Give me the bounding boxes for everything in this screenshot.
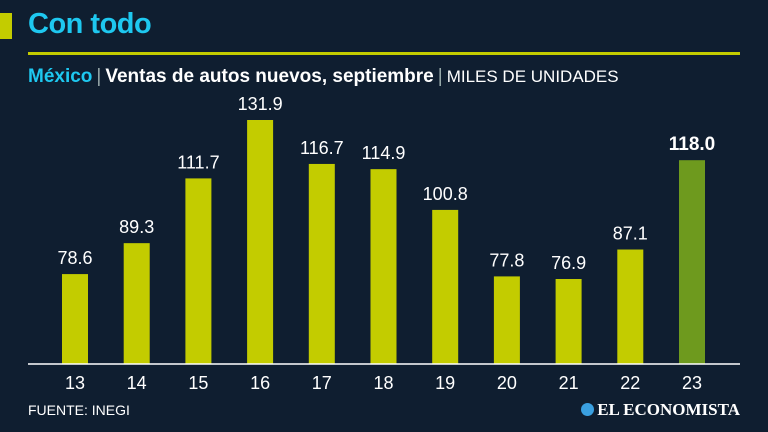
source-note: FUENTE: INEGI bbox=[28, 402, 130, 418]
bar-22 bbox=[617, 249, 644, 364]
title-accent-bar bbox=[0, 13, 12, 39]
data-label-21: 76.9 bbox=[551, 253, 586, 273]
x-tick-19: 19 bbox=[435, 373, 455, 393]
units-label: MILES DE UNIDADES bbox=[446, 67, 619, 86]
bar-23 bbox=[679, 160, 705, 364]
data-label-18: 114.9 bbox=[362, 143, 406, 163]
x-tick-15: 15 bbox=[188, 373, 208, 393]
x-tick-23: 23 bbox=[682, 373, 702, 393]
bar-20 bbox=[493, 276, 520, 364]
x-tick-20: 20 bbox=[497, 373, 517, 393]
data-label-16: 131.9 bbox=[238, 94, 283, 114]
logo-text: EL ECONOMISTA bbox=[597, 400, 740, 419]
publisher-logo: EL ECONOMISTA bbox=[581, 400, 740, 420]
x-tick-16: 16 bbox=[250, 373, 270, 393]
x-tick-22: 22 bbox=[620, 373, 640, 393]
data-label-19: 100.8 bbox=[423, 184, 468, 204]
data-label-23: 118.0 bbox=[669, 134, 716, 155]
x-tick-17: 17 bbox=[312, 373, 332, 393]
bar-18 bbox=[370, 169, 397, 364]
title-divider bbox=[28, 52, 740, 55]
data-label-20: 77.8 bbox=[489, 250, 524, 270]
data-label-22: 87.1 bbox=[613, 224, 648, 244]
x-tick-18: 18 bbox=[373, 373, 393, 393]
bar-21 bbox=[555, 279, 582, 364]
bar-17 bbox=[308, 163, 335, 364]
globe-icon bbox=[581, 403, 595, 416]
country-label: México bbox=[28, 66, 93, 87]
subtitle-label: Ventas de autos nuevos, septiembre bbox=[105, 66, 434, 87]
data-label-13: 78.6 bbox=[57, 248, 92, 268]
bar-13 bbox=[62, 274, 88, 364]
data-label-15: 111.7 bbox=[177, 152, 219, 172]
x-tick-14: 14 bbox=[127, 373, 147, 393]
x-tick-21: 21 bbox=[559, 373, 579, 393]
bar-16 bbox=[247, 120, 274, 364]
bar-19 bbox=[432, 209, 459, 364]
chart-subtitle: México | Ventas de autos nuevos, septiembr… bbox=[28, 66, 619, 87]
bar-14 bbox=[123, 243, 150, 364]
chart-title: Con todo bbox=[28, 8, 152, 40]
data-label-17: 116.7 bbox=[300, 138, 344, 158]
x-tick-13: 13 bbox=[65, 373, 85, 393]
bar-15 bbox=[185, 178, 212, 364]
data-label-14: 89.3 bbox=[119, 217, 154, 237]
